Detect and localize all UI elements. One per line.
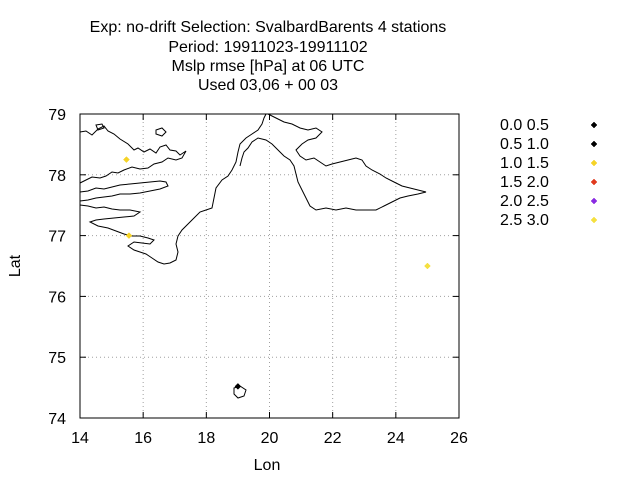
x-tick-label: 22 [324,430,342,447]
title-line-2: Period: 19911023-19911102 [168,39,367,56]
x-axis-ticks: 14 16 18 20 22 24 26 [71,114,468,447]
station-marker [125,232,133,239]
grid-lines [80,114,459,418]
legend-label: 2.0 2.5 [500,193,549,210]
legend-label: 2.5 3.0 [500,212,549,229]
legend-label: 0.0 0.5 [500,117,549,134]
coastline-island-1 [155,127,167,137]
coastline-nordaustlandet [239,113,427,211]
y-tick-label: 76 [48,289,66,306]
coastline-spitsbergen [79,113,267,265]
x-tick-label: 18 [197,430,215,447]
legend-marker [590,121,598,129]
legend-label: 0.5 1.0 [500,136,549,153]
x-tick-label: 20 [261,430,279,447]
y-tick-label: 75 [48,350,66,367]
coastline-island-2 [95,123,105,131]
station-marker [424,262,431,270]
x-tick-label: 16 [134,430,152,447]
legend-marker [590,216,598,224]
title-line-3: Mslp rmse [hPa] at 06 UTC [172,58,365,75]
station-points [123,156,431,390]
coastlines [79,113,427,399]
x-axis-label: Lon [254,457,281,474]
legend-label: 1.0 1.5 [500,155,549,172]
legend-marker [590,197,598,205]
y-tick-label: 77 [48,229,66,246]
station-marker [234,383,242,390]
x-tick-label: 26 [450,430,468,447]
x-tick-label: 14 [71,430,89,447]
legend-marker [590,159,598,167]
coastline-bjornoya [233,385,247,399]
x-tick-label: 24 [387,430,405,447]
legend-marker [590,140,598,148]
legend: 0.0 0.5 0.5 1.0 1.0 1.5 1.5 2.0 2.0 2.5 2.5 3… [500,117,598,229]
y-axis-ticks: 74 75 76 77 78 79 [48,107,459,428]
station-marker [123,156,130,163]
y-axis-label: Lat [7,254,24,277]
title-line-1: Exp: no-drift Selection: SvalbardBarents… [90,19,447,36]
title-line-4: Used 03,06 + 00 03 [198,77,338,94]
legend-marker [590,178,598,186]
y-tick-label: 79 [48,107,66,124]
legend-label: 1.5 2.0 [500,174,549,191]
y-tick-label: 74 [48,411,66,428]
y-tick-label: 78 [48,168,66,185]
